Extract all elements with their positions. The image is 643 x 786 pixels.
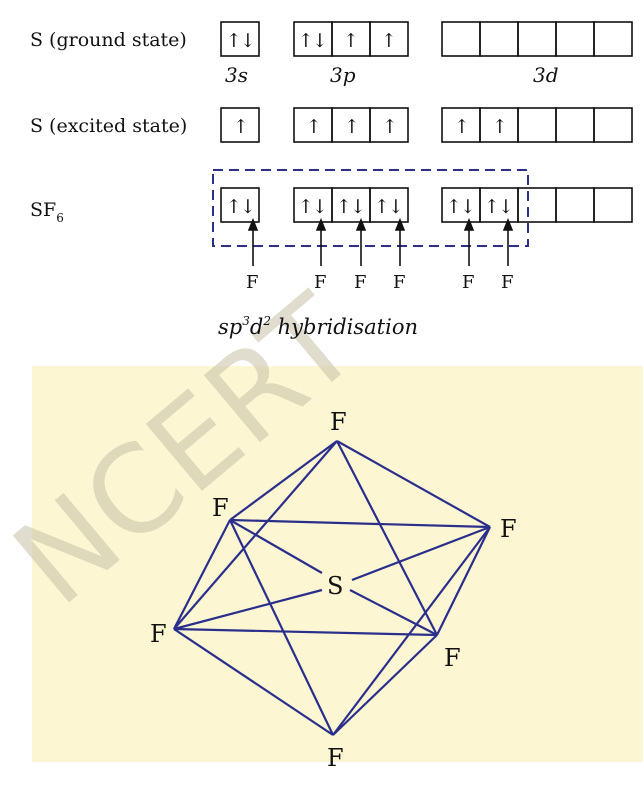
box-3d3-sf6 xyxy=(517,187,557,223)
box-3d5-ground xyxy=(593,21,633,57)
electron-down: ↓ xyxy=(312,196,328,218)
fluorine-label: F xyxy=(462,272,475,293)
fluorine-atom-top: F xyxy=(330,408,347,436)
electron-up: ↑ xyxy=(382,116,398,138)
hybrid-orbital-dashed-box xyxy=(212,169,529,247)
excited-state-boxes xyxy=(220,107,633,143)
sf6-boxes xyxy=(220,187,633,223)
box-3d4-ground xyxy=(555,21,595,57)
electron-up: ↑ xyxy=(226,30,242,52)
box-3s-excited xyxy=(220,107,260,143)
electron-up: ↑ xyxy=(306,116,322,138)
ground-state-electrons: ↑ ↓ ↑ ↓ ↑ ↑ xyxy=(226,30,397,52)
box-3d2-ground xyxy=(479,21,519,57)
electron-up: ↑ xyxy=(298,196,314,218)
orbital-label-3d: 3d xyxy=(533,63,559,87)
row-label-excited: S (excited state) xyxy=(30,115,187,137)
electron-up: ↑ xyxy=(484,196,500,218)
hybridisation-caption: sp3d2 hybridisation xyxy=(218,314,418,339)
electron-up: ↑ xyxy=(233,116,249,138)
fluorine-label: F xyxy=(246,272,259,293)
octahedron-bonds xyxy=(173,440,491,736)
electron-down: ↓ xyxy=(312,30,328,52)
fluorine-donor-arrows xyxy=(247,217,514,266)
box-3d4-sf6 xyxy=(555,187,595,223)
electron-up: ↑ xyxy=(344,116,360,138)
fluorine-atom-right: F xyxy=(500,515,517,543)
electron-up: ↑ xyxy=(454,116,470,138)
fluorine-atom-left: F xyxy=(150,620,167,648)
box-3d3-ground xyxy=(517,21,557,57)
fluorine-label: F xyxy=(393,272,406,293)
box-3s-sf6 xyxy=(220,187,260,223)
fluorine-atom-upper-left: F xyxy=(212,494,229,522)
electron-up: ↑ xyxy=(381,30,397,52)
electron-up: ↑ xyxy=(298,30,314,52)
electron-up: ↑ xyxy=(343,30,359,52)
electron-down: ↓ xyxy=(498,196,514,218)
electron-down: ↓ xyxy=(240,196,256,218)
box-3p3-sf6 xyxy=(369,187,409,223)
box-3s-ground xyxy=(220,21,260,57)
electron-up: ↑ xyxy=(226,196,242,218)
electron-down: ↓ xyxy=(460,196,476,218)
box-3d1-ground xyxy=(441,21,481,57)
box-3d5-excited xyxy=(593,107,633,143)
electron-up: ↑ xyxy=(446,196,462,218)
fluorine-atom-lower-right: F xyxy=(444,644,461,672)
electron-up: ↑ xyxy=(492,116,508,138)
ground-state-boxes xyxy=(220,21,633,57)
row-label-ground: S (ground state) xyxy=(30,29,187,51)
fluorine-label: F xyxy=(501,272,514,293)
electron-up: ↑ xyxy=(336,196,352,218)
electron-down: ↓ xyxy=(350,196,366,218)
electron-down: ↓ xyxy=(240,30,256,52)
molecule-panel xyxy=(32,366,643,762)
box-3p3-excited xyxy=(369,107,409,143)
fluorine-label: F xyxy=(314,272,327,293)
orbital-label-3s: 3s xyxy=(225,63,248,87)
electron-up: ↑ xyxy=(374,196,390,218)
row-label-sf6: SF6 xyxy=(30,199,64,225)
box-3d4-excited xyxy=(555,107,595,143)
box-3d3-excited xyxy=(517,107,557,143)
sf6-electrons: ↑ ↓ ↑ ↓ ↑ ↓ ↑ ↓ ↑ ↓ ↑ ↓ xyxy=(226,196,514,218)
fluorine-atom-bottom: F xyxy=(327,744,344,772)
fluorine-label: F xyxy=(354,272,367,293)
central-sulfur-atom: S xyxy=(327,572,343,600)
fluorine-donor-labels: F F F F F F xyxy=(246,272,514,293)
excited-state-electrons: ↑ ↑ ↑ ↑ ↑ ↑ xyxy=(233,116,508,138)
box-3d5-sf6 xyxy=(593,187,633,223)
box-3p3-ground xyxy=(369,21,409,57)
orbital-label-3p: 3p xyxy=(330,63,356,87)
electron-down: ↓ xyxy=(388,196,404,218)
